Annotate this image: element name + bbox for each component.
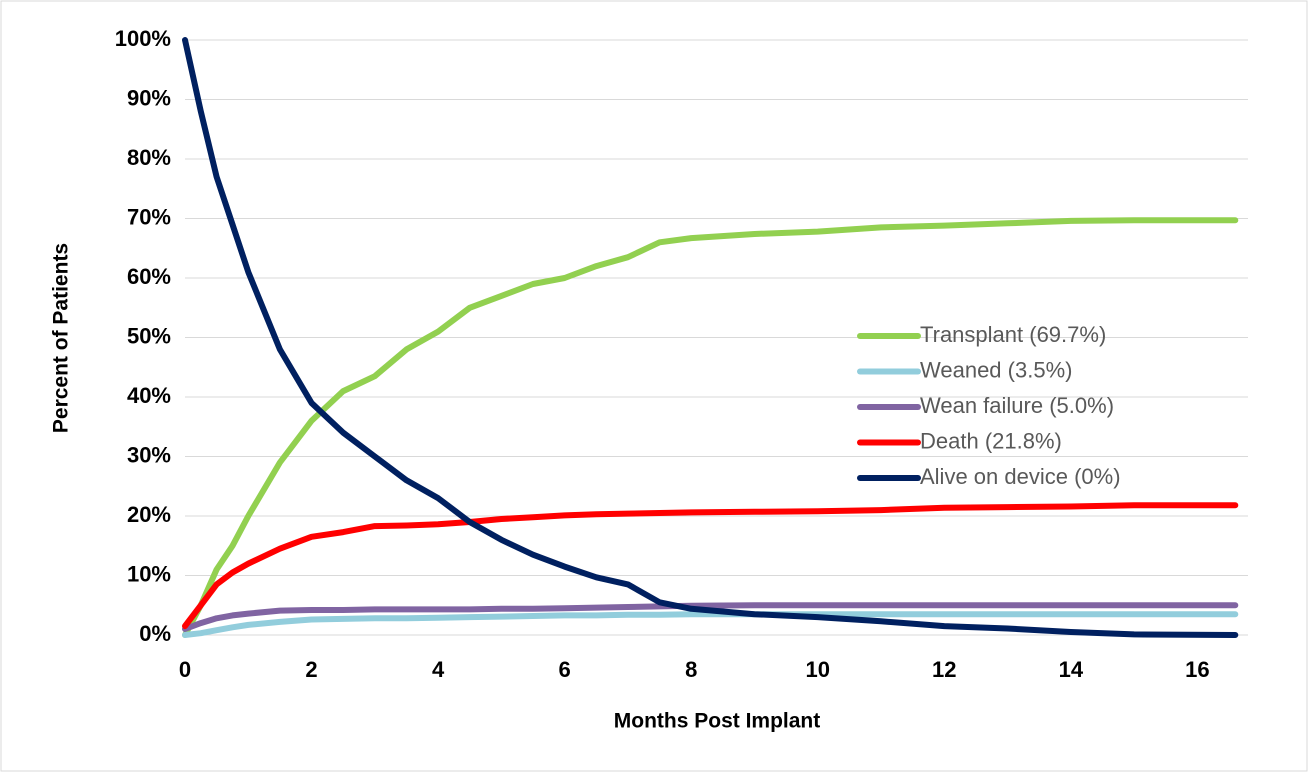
y-tick-label: 0% — [139, 621, 171, 646]
y-tick-label: 100% — [115, 26, 171, 51]
y-tick-label: 70% — [127, 204, 171, 229]
y-tick-label: 30% — [127, 442, 171, 467]
series-line — [182, 602, 1239, 632]
y-tick-label: 60% — [127, 264, 171, 289]
y-tick-label: 50% — [127, 323, 171, 348]
x-tick-label: 0 — [179, 657, 191, 682]
x-tick-label: 6 — [559, 657, 571, 682]
x-tick-label: 16 — [1185, 657, 1209, 682]
series-line — [182, 611, 1239, 638]
x-tick-label: 4 — [432, 657, 445, 682]
y-tick-label: 90% — [127, 85, 171, 110]
legend-label: Alive on device (0%) — [920, 464, 1121, 489]
y-tick-label: 40% — [127, 383, 171, 408]
y-tick-label: 10% — [127, 561, 171, 586]
legend-label: Wean failure (5.0%) — [920, 393, 1114, 418]
x-tick-label: 14 — [1059, 657, 1084, 682]
x-tick-label: 2 — [305, 657, 317, 682]
legend-label: Death (21.8%) — [920, 428, 1062, 453]
x-axis-title: Months Post Implant — [614, 710, 821, 733]
x-tick-label: 12 — [932, 657, 956, 682]
legend-label: Transplant (69.7%) — [920, 322, 1106, 347]
x-tick-label: 10 — [805, 657, 829, 682]
series-line — [182, 217, 1239, 638]
series-line — [182, 37, 1239, 638]
y-axis-title: Percent of Patients — [50, 243, 73, 433]
legend-label: Weaned (3.5%) — [920, 357, 1072, 382]
series-line — [182, 502, 1239, 630]
y-tick-label: 80% — [127, 145, 171, 170]
y-tick-label: 20% — [127, 502, 171, 527]
x-tick-label: 8 — [685, 657, 697, 682]
